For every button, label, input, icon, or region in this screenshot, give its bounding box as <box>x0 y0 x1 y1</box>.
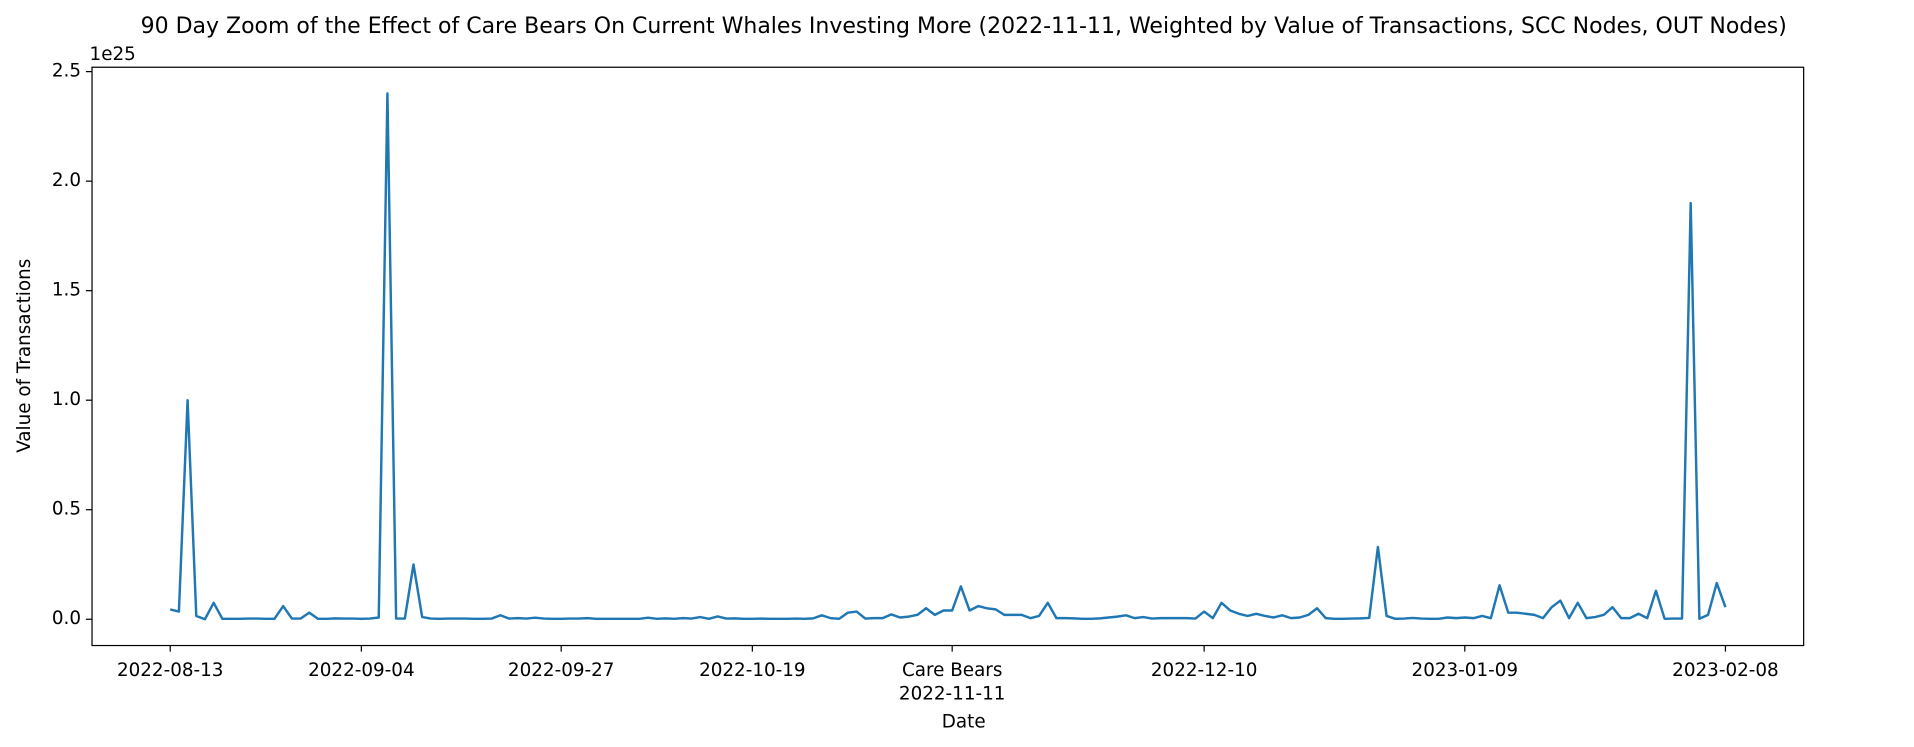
x-axis-label: Date <box>942 712 986 733</box>
x-tick-label: 2022-12-10 <box>1151 660 1258 681</box>
x-tick-label: 2022-09-04 <box>308 660 415 681</box>
axis-offset: 1e25 <box>90 44 136 65</box>
x-tick-label: 2022-08-13 <box>117 660 224 681</box>
x-tick-label: 2022-09-27 <box>508 660 615 681</box>
y-tick-label: 2.0 <box>52 170 81 191</box>
event-label: Care Bears <box>902 660 1002 681</box>
y-tick-label: 0.5 <box>52 499 81 520</box>
x-tick-label: 2022-11-11 <box>899 683 1006 704</box>
plot-frame <box>91 66 1805 647</box>
x-tick-label: 2023-02-08 <box>1672 660 1779 681</box>
y-tick-label: 1.5 <box>52 280 81 301</box>
x-tick-label: 2022-10-19 <box>699 660 806 681</box>
y-tick-label: 1.0 <box>52 389 81 410</box>
y-axis-label: Value of Transactions <box>14 259 35 453</box>
data-line <box>169 92 1727 621</box>
y-tick-label: 2.5 <box>52 61 81 82</box>
chart-title: 90 Day Zoom of the Effect of Care Bears … <box>141 14 1787 39</box>
y-tick-label: 0.0 <box>52 608 81 629</box>
x-tick-label: 2023-01-09 <box>1412 660 1519 681</box>
